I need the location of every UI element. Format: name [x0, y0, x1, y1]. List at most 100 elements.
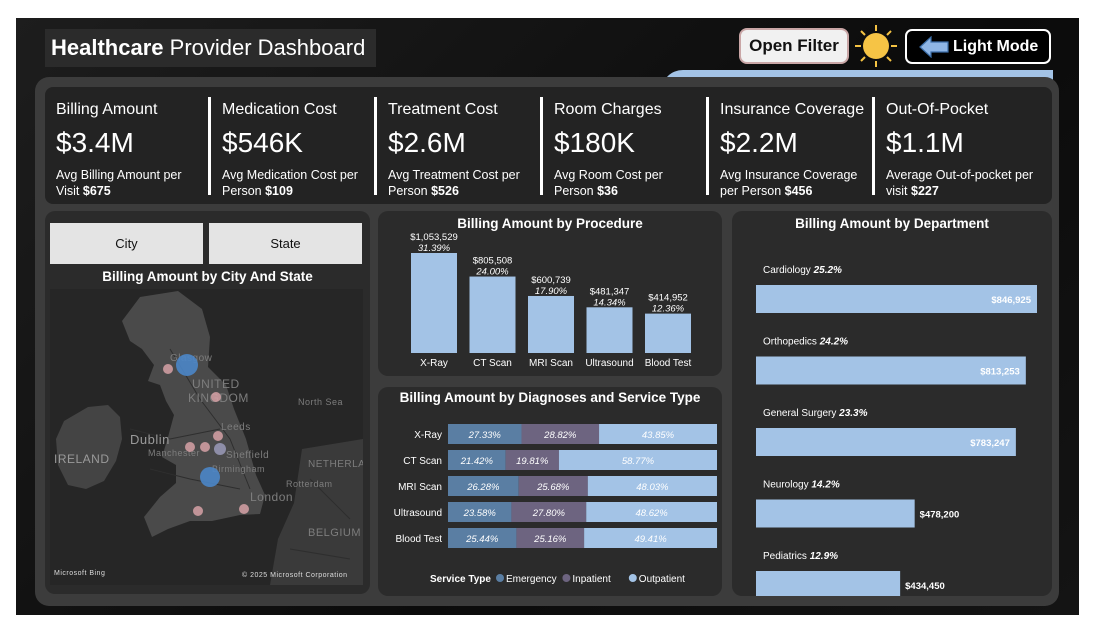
diagnoses-segment-label: 23.58% — [463, 508, 497, 519]
map-label-uk-1: UNITED — [192, 377, 240, 391]
procedure-bar — [528, 295, 574, 353]
kpi-card-room: Room Charges $180K Avg Room Cost per Per… — [543, 87, 709, 204]
procedure-percent-label: 24.00% — [475, 267, 509, 278]
procedure-bar — [645, 313, 691, 353]
procedure-percent-label: 31.39% — [418, 243, 451, 254]
diagnoses-segment — [448, 502, 512, 522]
kpi-title: Insurance Coverage — [720, 101, 865, 118]
procedure-value-label: $805,508 — [473, 256, 513, 267]
procedure-value-label: $600,739 — [531, 275, 571, 286]
procedure-value-label: $414,952 — [648, 293, 688, 304]
map-bubble — [213, 431, 223, 441]
department-bar — [756, 285, 1037, 313]
kpi-title: Treatment Cost — [388, 101, 498, 118]
diagnoses-category-label: MRI Scan — [398, 482, 442, 493]
state-slicer[interactable]: State — [209, 223, 362, 264]
department-label: Cardiology 25.2% — [763, 265, 842, 276]
department-name: General Surgery — [763, 408, 839, 419]
kpi-card-billing: Billing Amount $3.4M Avg Billing Amount … — [45, 87, 211, 204]
map-bubble — [185, 442, 195, 452]
diagnoses-category-label: CT Scan — [403, 456, 442, 467]
procedure-bar — [411, 253, 457, 353]
diagnoses-stacked-chart: X-Ray 27.33% 28.82% 43.85% CT Scan 21.42% 19.8… — [394, 424, 718, 585]
map-bubble — [214, 443, 226, 455]
procedure-category-label: CT Scan — [473, 358, 512, 369]
diagnoses-segment-label: 27.80% — [532, 508, 566, 519]
diagnoses-segment — [448, 450, 506, 470]
department-value-label: $478,200 — [920, 510, 960, 521]
map-label-netherlands: NETHERLAND — [308, 459, 363, 470]
arrow-left-icon — [919, 36, 949, 58]
department-percent: 14.2% — [811, 480, 839, 491]
diagnoses-segment-label: 26.28% — [466, 482, 500, 493]
map-bubble — [211, 392, 221, 402]
open-filter-button[interactable]: Open Filter — [739, 28, 849, 64]
diagnoses-segment — [516, 528, 585, 548]
kpi-card-insurance: Insurance Coverage $2.2M Avg Insurance C… — [709, 87, 875, 204]
kpi-divider — [872, 97, 875, 195]
procedure-value-label: $481,347 — [590, 286, 630, 297]
department-value-label: $783,247 — [970, 438, 1010, 449]
department-bar — [756, 499, 915, 528]
diagnoses-segment — [587, 476, 717, 496]
diagnoses-segment — [518, 476, 588, 496]
kpi-subtext: Avg Medication Cost per Person $109 — [222, 168, 358, 198]
map-label-sheffield: Sheffield — [226, 450, 270, 461]
map-bubble — [163, 364, 173, 374]
map-label-london: London — [250, 490, 294, 504]
bing-logo: Microsoft Bing — [54, 570, 106, 577]
legend-marker — [562, 574, 571, 582]
procedure-value-label: $1,053,529 — [410, 232, 458, 243]
diagnoses-segment-label: 25.44% — [465, 534, 499, 545]
kpi-card-out-of-pocket: Out-Of-Pocket $1.1M Average Out-of-pocke… — [875, 87, 1052, 204]
map-bubble — [200, 442, 210, 452]
sun-icon[interactable] — [854, 24, 898, 68]
light-mode-button[interactable]: Light Mode — [905, 29, 1051, 64]
kpi-card-treatment: Treatment Cost $2.6M Avg Treatment Cost … — [377, 87, 543, 204]
map-bubble — [239, 504, 249, 514]
department-chart-title: Billing Amount by Department — [795, 216, 989, 231]
map-copyright: © 2025 Microsoft Corporation — [242, 572, 348, 579]
kpi-subtext: Avg Room Cost per Person $36 — [554, 168, 663, 198]
department-bar — [756, 571, 901, 596]
legend-title: Service Type — [430, 574, 491, 585]
page-title: Healthcare Provider Dashboard — [45, 29, 376, 67]
kpi-title: Billing Amount — [56, 101, 158, 118]
kpi-value: $1.1M — [886, 127, 964, 158]
department-bar — [756, 428, 1016, 456]
department-value-label: $813,253 — [980, 367, 1020, 378]
diagnoses-segment — [448, 528, 517, 548]
diagnoses-segment — [448, 476, 519, 496]
diagnoses-segment-label: 27.33% — [468, 430, 502, 441]
procedure-percent-label: 14.34% — [593, 297, 626, 308]
department-name: Cardiology — [763, 265, 814, 276]
kpi-value: $2.2M — [720, 127, 798, 158]
diagnoses-segment-label: 19.81% — [516, 456, 549, 467]
department-chart-card: Billing Amount by Department Cardiology … — [732, 211, 1052, 596]
diagnoses-segment — [586, 502, 717, 522]
kpi-value: $2.6M — [388, 127, 466, 158]
diagnoses-segment — [505, 450, 559, 470]
diagnoses-segment-label: 43.85% — [642, 430, 675, 441]
diagnoses-segment — [511, 502, 587, 522]
department-percent: 23.3% — [838, 408, 867, 419]
diagnoses-segment-label: 28.82% — [543, 430, 577, 441]
kpi-title: Medication Cost — [222, 101, 337, 118]
legend-item-label: Outpatient — [639, 574, 685, 585]
department-percent: 25.2% — [813, 265, 842, 276]
map-label-leeds: Leeds — [221, 422, 251, 433]
procedure-percent-label: 12.36% — [652, 304, 685, 315]
diagnoses-segment — [584, 528, 718, 548]
kpi-value: $546K — [222, 127, 303, 158]
diagnoses-segment-label: 58.77% — [622, 456, 655, 467]
map-bubbles — [163, 354, 249, 516]
uk-map[interactable]: Glasgow UNITED KINGDOM North Sea Dublin … — [50, 289, 363, 585]
kpi-card-medication: Medication Cost $546K Avg Medication Cos… — [211, 87, 377, 204]
map-label-rotterdam: Rotterdam — [286, 479, 333, 489]
map-label-ireland: IRELAND — [54, 452, 110, 466]
kpi-subtext: Avg Treatment Cost per Person $526 — [388, 168, 520, 198]
department-label: General Surgery 23.3% — [763, 408, 868, 419]
department-value-label: $846,925 — [991, 295, 1031, 306]
city-slicer[interactable]: City — [50, 223, 203, 264]
procedure-category-label: Ultrasound — [585, 358, 633, 369]
